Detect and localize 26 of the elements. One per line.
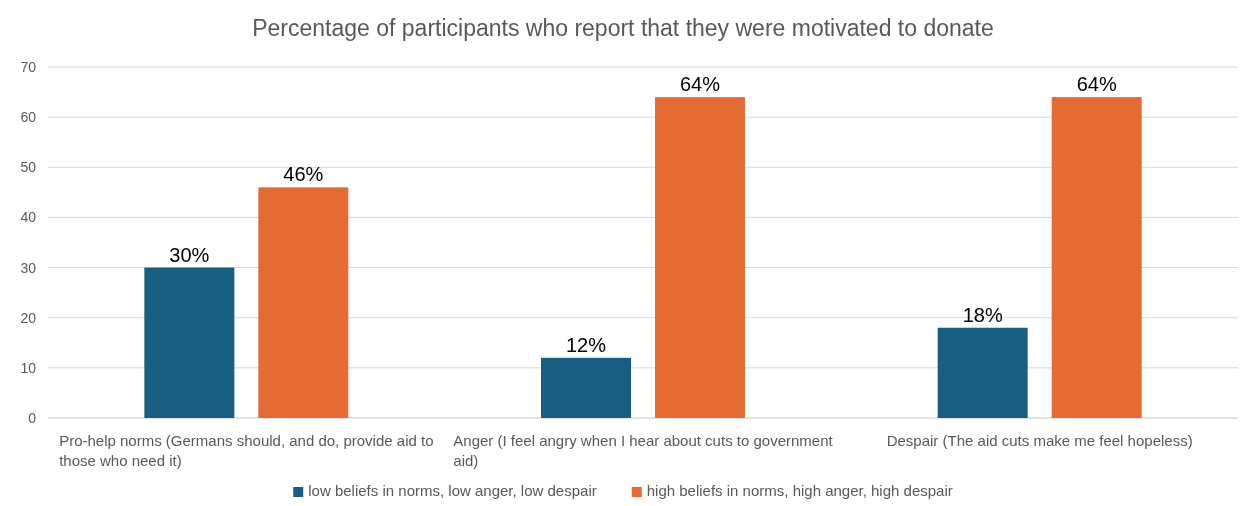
- y-tick-label: 50: [20, 159, 37, 176]
- legend-label: high beliefs in norms, high anger, high despair: [646, 482, 953, 499]
- x-tick-label: Despair (The aid cuts make me feel hopeless): [886, 432, 1193, 449]
- legend-label: low beliefs in norms, low anger, low despair: [308, 482, 597, 499]
- data-label: 64%: [679, 73, 721, 96]
- bar: [541, 357, 631, 418]
- bar: [1051, 97, 1142, 418]
- x-tick-label: Anger (I feel angry when I hear about cuts to government aid): [453, 432, 834, 469]
- y-tick-label: 20: [20, 309, 37, 326]
- y-tick-label: 70: [20, 58, 37, 75]
- data-label: 46%: [283, 163, 324, 186]
- bar: [655, 97, 745, 418]
- y-tick-label: 30: [20, 259, 37, 276]
- chart-title: Percentage of participants who report that they were motivated to donate: [252, 15, 994, 41]
- y-tick-label: 10: [20, 359, 37, 376]
- data-label: 12%: [565, 333, 607, 356]
- x-tick-label: Pro-help norms (Germans should, and do, provide aid to those who need it): [59, 432, 434, 469]
- data-label: 64%: [1076, 73, 1117, 96]
- y-tick-label: 40: [20, 209, 37, 226]
- y-tick-label: 60: [20, 109, 37, 126]
- bar: [144, 267, 235, 418]
- data-label: 18%: [962, 303, 1003, 326]
- data-label: 30%: [169, 243, 210, 266]
- y-tick-label: 0: [28, 409, 37, 426]
- bar: [258, 187, 349, 418]
- bar: [937, 327, 1028, 418]
